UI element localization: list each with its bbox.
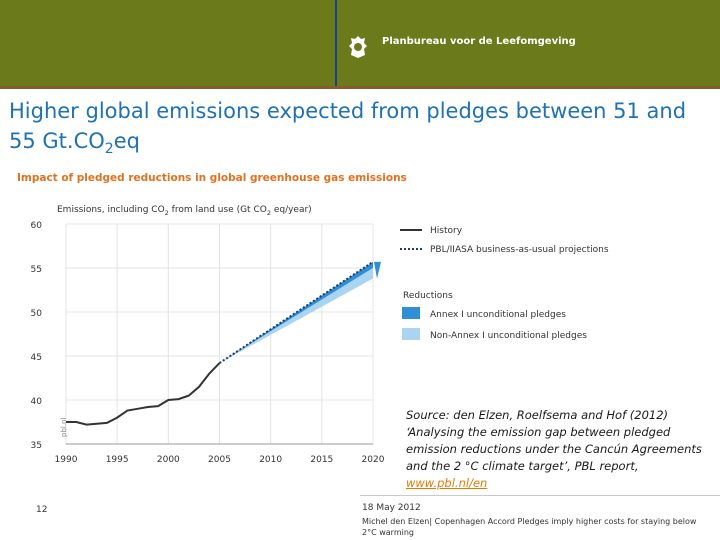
source-text: Source: den Elzen, Roelfsema and Hof (20…: [406, 408, 702, 473]
nonannex-band: [219, 268, 373, 364]
legend-nonannex-label: Non-Annex I unconditional pledges: [430, 331, 587, 341]
series-lines: [66, 261, 381, 426]
legend-history-label: History: [430, 226, 463, 236]
legend-annex-label: Annex I unconditional pledges: [430, 310, 566, 320]
x-tick-label: 2020: [362, 455, 385, 465]
footer-divider: [360, 495, 720, 496]
header-divider: [0, 86, 720, 89]
legend-reductions-title: Reductions: [403, 291, 453, 301]
page-number: 12: [36, 505, 48, 515]
range-marker: [374, 261, 381, 279]
x-tick-label: 2000: [157, 455, 180, 465]
y-tick-label: 40: [31, 397, 43, 407]
y-tick-label: 45: [31, 353, 42, 363]
gridlines: [65, 223, 374, 445]
x-tick-labels: 1990 1995 2000 2005 2010 2015 2020: [55, 455, 385, 465]
y-tick-label: 55: [31, 265, 42, 275]
coat-of-arms-icon: [349, 36, 367, 58]
x-tick-label: 1990: [55, 455, 78, 465]
y-axis-label-part1: Emissions, including CO: [57, 205, 165, 215]
footer-author: Michel den Elzen| Copenhagen Accord Pled…: [362, 517, 697, 537]
y-tick-label: 60: [31, 221, 43, 231]
emissions-chart: Emissions, including CO2 from land use (…: [31, 205, 609, 465]
x-tick-label: 2015: [310, 455, 333, 465]
x-tick-label: 1995: [106, 455, 129, 465]
legend: History PBL/IIASA business-as-usual proj…: [400, 226, 609, 341]
legend-annex-swatch: [402, 307, 420, 319]
logo-stripe: [335, 0, 337, 86]
footer-date: 18 May 2012: [362, 503, 421, 513]
y-axis-label: Emissions, including CO2 from land use (…: [57, 205, 312, 217]
reduction-bands: [219, 261, 373, 364]
y-axis-label-part3: eq/year): [271, 205, 312, 215]
y-tick-labels: 35 40 45 50 55 60: [31, 221, 43, 451]
x-tick-label: 2010: [259, 455, 282, 465]
title-subscript: 2: [104, 141, 114, 158]
y-axis-label-sub1: 2: [165, 209, 169, 217]
y-tick-label: 50: [31, 309, 43, 319]
legend-bau-label: PBL/IIASA business-as-usual projections: [430, 245, 609, 255]
y-tick-label: 35: [31, 441, 42, 451]
bau-line: [218, 261, 374, 364]
slide-title: Higher global emissions expected from pl…: [9, 96, 709, 164]
organization-name: Planbureau voor de Leefomgeving: [382, 36, 576, 47]
pbl-watermark: pbl.nl: [60, 418, 68, 437]
source-citation: Source: den Elzen, Roelfsema and Hof (20…: [406, 407, 706, 492]
y-axis-label-part2: from land use (Gt CO: [169, 205, 267, 215]
y-axis-label-sub2: 2: [267, 209, 271, 217]
chart-title: Impact of pledged reductions in global g…: [17, 172, 407, 184]
title-suffix: eq: [113, 129, 140, 153]
x-tick-label: 2005: [208, 455, 231, 465]
history-line: [66, 362, 221, 426]
title-text: Higher global emissions expected from pl…: [9, 99, 687, 153]
legend-nonannex-swatch: [402, 328, 420, 340]
source-link[interactable]: www.pbl.nl/en: [406, 476, 488, 490]
